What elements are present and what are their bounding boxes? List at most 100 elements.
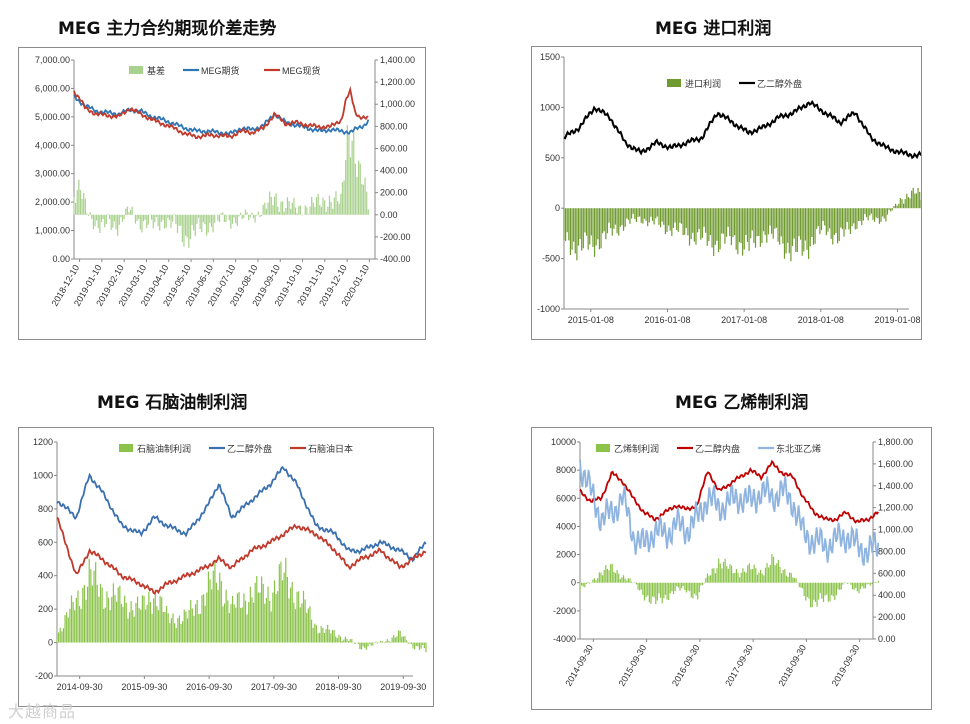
chart1-y2-tick-label: 800.00: [380, 121, 408, 131]
chart1-y2-tick-label: 400.00: [380, 166, 408, 176]
chart1-y2-tick-label: 600.00: [380, 143, 408, 153]
chart2-legend-swatch: [667, 79, 681, 87]
chart3-x-tick-label: 2015-09-30: [121, 682, 167, 692]
chart2-y-tick-label: 500: [545, 153, 560, 163]
chart4-y-tick-label: -2000: [553, 606, 576, 616]
chart2-x-tick-label: 2016-01-08: [644, 315, 690, 325]
chart4-series-line: [579, 459, 880, 524]
chart3-y-tick-label: 800: [38, 504, 53, 514]
chart1-legend-label: 基差: [147, 65, 165, 76]
chart2-x-tick-label: 2019-01-08: [874, 315, 920, 325]
chart4-x-tick-label: 2014-09-30: [563, 643, 595, 688]
chart4-legend-label: 东北亚乙烯: [776, 443, 821, 454]
chart4-y-tick-label: -4000: [553, 634, 576, 644]
chart1-y-tick-label: 1,000.00: [35, 226, 70, 236]
chart1-y2-tick-label: 1,200.00: [380, 77, 415, 87]
chart4-x-tick-label: 2016-09-30: [670, 643, 702, 688]
chart4-y2-tick-label: 1,600.00: [878, 459, 913, 469]
chart2-y-tick-label: -1000: [537, 304, 560, 314]
chart3-series-line: [56, 465, 427, 563]
chart3-x-tick-label: 2018-09-30: [316, 682, 362, 692]
chart1-y-tick-label: 5,000.00: [35, 112, 70, 122]
chart3-series-line: [56, 516, 427, 595]
chart1-svg: 0.00 1,000.00 2,000.00 3,000.00 4,000.00 5,00…: [35, 55, 415, 308]
chart1-series-line: [73, 94, 370, 137]
chart3-title: MEG 石脑油制利润: [97, 393, 248, 413]
chart2-container: -1000 -500 0 500 1000 1500 2015-01-08 2016-01-0…: [531, 46, 922, 340]
chart1-y-tick-label: 2,000.00: [35, 197, 70, 207]
chart4-y2-tick-label: 0.00: [878, 634, 896, 644]
chart3-x-tick-label: 2016-09-30: [186, 682, 232, 692]
chart3-y-tick-label: 1000: [33, 470, 53, 480]
chart1-container: 0.00 1,000.00 2,000.00 3,000.00 4,000.00 5,00…: [18, 47, 426, 340]
chart4-y2-tick-label: 600.00: [878, 568, 906, 578]
chart4-x-tick-label: 2017-09-30: [723, 643, 755, 688]
chart4-x-tick-label: 2015-09-30: [617, 643, 649, 688]
chart1-y2-tick-label: 0.00: [380, 210, 398, 220]
chart1-y-tick-label: 6,000.00: [35, 83, 70, 93]
chart2-y-tick-label: -500: [542, 254, 560, 264]
chart4-series-line: [579, 459, 880, 566]
chart3-legend-label: 乙二醇外盘: [227, 443, 272, 454]
chart4-y2-tick-label: 1,800.00: [878, 437, 913, 447]
watermark-logo: 大越商品: [8, 702, 77, 721]
chart4-y-tick-label: 0: [571, 578, 576, 588]
chart3-y-tick-label: 400: [38, 571, 53, 581]
chart2-y-tick-label: 1500: [540, 52, 560, 62]
chart3-legend-label: 石脑油日本: [308, 443, 353, 454]
chart1-y-tick-label: 0.00: [52, 254, 70, 264]
chart3-y-tick-label: 0: [48, 638, 53, 648]
chart1-legend-label: MEG现货: [282, 65, 321, 76]
chart2-y-tick-label: 0: [555, 203, 560, 213]
chart1-title: MEG 主力合约期现价差走势: [58, 19, 277, 39]
chart4-y-tick-label: 10000: [551, 437, 576, 447]
chart3-y-tick-label: -200: [35, 671, 53, 681]
chart4-y2-tick-label: 400.00: [878, 590, 906, 600]
chart4-y-tick-label: 8000: [556, 465, 576, 475]
chart1-y2-tick-label: -200.00: [380, 232, 411, 242]
chart2-title: MEG 进口利润: [655, 19, 772, 39]
chart1-y2-tick-label: 1,400.00: [380, 55, 415, 65]
chart4-title: MEG 乙烯制利润: [675, 393, 809, 413]
chart3-y-tick-label: 200: [38, 604, 53, 614]
chart4-svg: -4000 -2000 0 2000 4000 6000 8000 10000 0.00 200.…: [551, 437, 913, 688]
chart2-x-tick-label: 2017-01-08: [721, 315, 767, 325]
chart3-svg: -200 0 200 400 600 800 1000 1200 2014-09-30 2015-…: [33, 437, 427, 692]
chart3-container: -200 0 200 400 600 800 1000 1200 2014-09-30 2015-…: [18, 427, 434, 707]
chart2-x-tick-label: 2015-01-08: [568, 315, 614, 325]
chart3-x-tick-label: 2014-09-30: [57, 682, 103, 692]
chart4-legend-label: 乙烯制利润: [614, 443, 659, 454]
chart4-legend-label: 乙二醇内盘: [695, 443, 740, 454]
chart4-y-tick-label: 2000: [556, 550, 576, 560]
chart2-legend-label: 进口利润: [685, 78, 721, 89]
chart1-legend-swatch: [129, 66, 143, 74]
chart4-y2-tick-label: 800.00: [878, 546, 906, 556]
chart4-y-tick-label: 4000: [556, 521, 576, 531]
chart1-series-line: [73, 86, 369, 140]
chart2-x-tick-label: 2018-01-08: [798, 315, 844, 325]
chart1-y-tick-label: 4,000.00: [35, 140, 70, 150]
chart1-y-tick-label: 7,000.00: [35, 55, 70, 65]
chart3-x-tick-label: 2017-09-30: [251, 682, 297, 692]
chart4-legend-swatch: [596, 444, 610, 452]
chart4-y-tick-label: 6000: [556, 493, 576, 503]
chart3-legend-swatch: [119, 444, 133, 452]
chart2-y-tick-label: 1000: [540, 102, 560, 112]
chart4-x-tick-label: 2019-09-30: [830, 643, 862, 688]
chart4-y2-tick-label: 1,400.00: [878, 481, 913, 491]
chart1-y-tick-label: 3,000.00: [35, 169, 70, 179]
chart1-legend-label: MEG期货: [201, 65, 240, 76]
chart3-y-tick-label: 600: [38, 537, 53, 547]
chart4-y2-tick-label: 1,200.00: [878, 503, 913, 513]
chart4-container: -4000 -2000 0 2000 4000 6000 8000 10000 0.00 200.…: [531, 427, 932, 710]
chart3-y-tick-label: 1200: [33, 437, 53, 447]
chart1-y2-tick-label: 1,000.00: [380, 99, 415, 109]
chart3-x-tick-label: 2019-09-30: [380, 682, 426, 692]
chart4-y2-tick-label: 1,000.00: [878, 525, 913, 535]
chart3-legend-label: 石脑油制利润: [137, 443, 191, 454]
chart4-x-tick-label: 2018-09-30: [776, 643, 808, 688]
chart1-y2-tick-label: 200.00: [380, 188, 408, 198]
chart2-series-line: [563, 99, 921, 160]
chart2-legend-label: 乙二醇外盘: [757, 78, 802, 89]
chart2-svg: -1000 -500 0 500 1000 1500 2015-01-08 2016-01-0…: [537, 52, 921, 325]
